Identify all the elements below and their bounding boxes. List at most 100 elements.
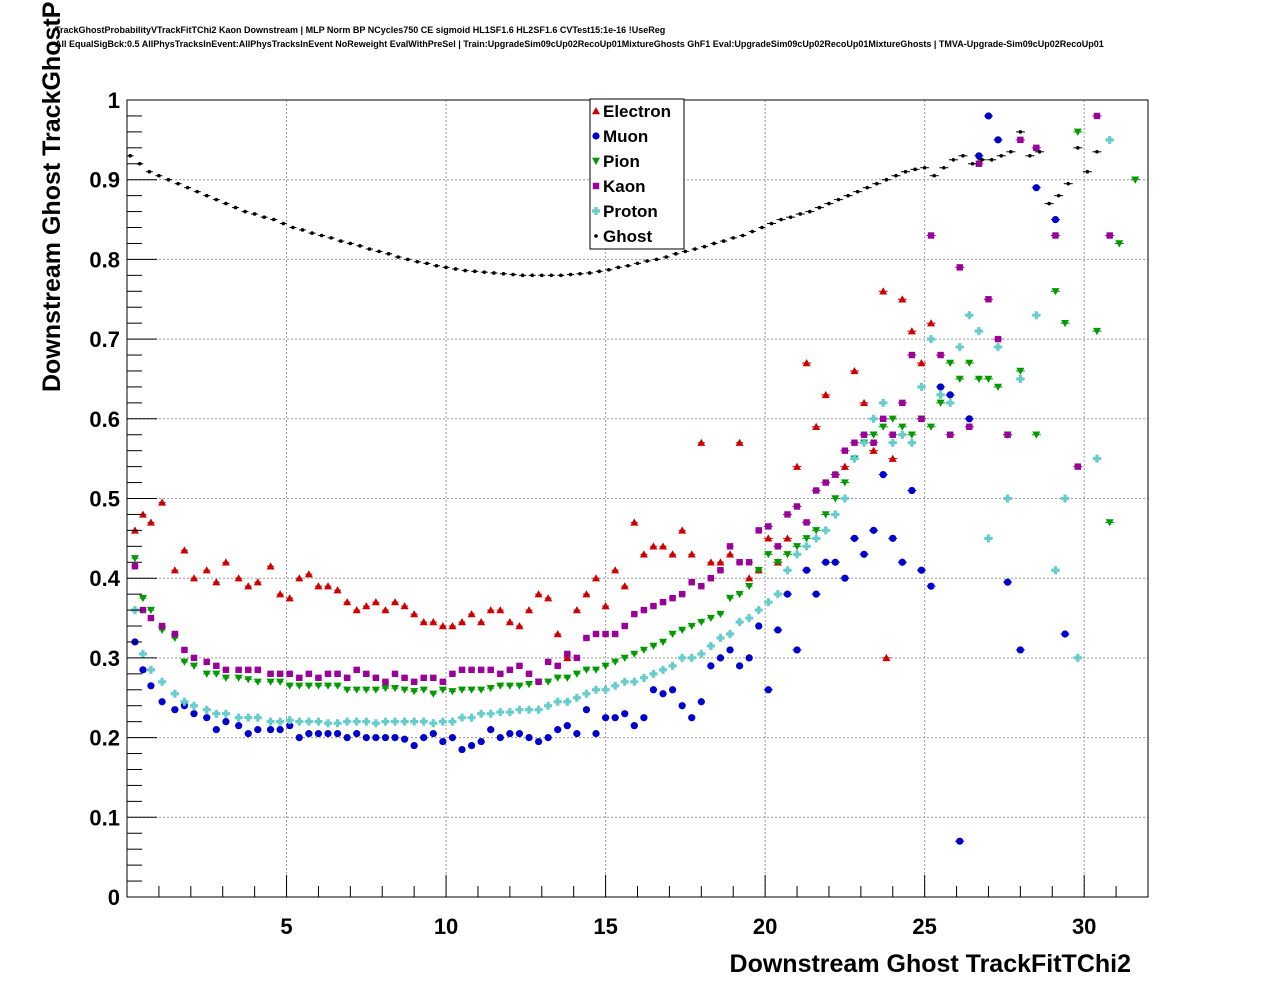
data-point bbox=[212, 709, 221, 718]
data-point bbox=[965, 359, 974, 368]
data-point bbox=[253, 713, 262, 722]
data-point bbox=[899, 399, 906, 407]
data-point bbox=[333, 586, 342, 594]
data-point bbox=[338, 239, 343, 243]
data-point bbox=[448, 734, 457, 742]
data-point bbox=[262, 215, 266, 219]
data-point bbox=[1085, 169, 1090, 174]
data-point bbox=[860, 431, 868, 438]
data-point bbox=[525, 606, 534, 614]
data-point bbox=[706, 641, 715, 650]
data-point bbox=[171, 706, 179, 714]
series-electron bbox=[130, 287, 936, 662]
data-point bbox=[773, 590, 782, 599]
data-point bbox=[146, 665, 155, 674]
data-point bbox=[1033, 144, 1040, 152]
data-point bbox=[918, 415, 925, 422]
data-point bbox=[812, 422, 821, 430]
data-point bbox=[793, 543, 802, 551]
data-point bbox=[343, 674, 351, 682]
data-point bbox=[850, 534, 859, 542]
data-point bbox=[515, 682, 524, 690]
data-point bbox=[505, 618, 514, 626]
data-point bbox=[438, 622, 447, 630]
data-point bbox=[793, 646, 801, 654]
data-point bbox=[310, 231, 314, 235]
data-point bbox=[362, 734, 370, 742]
data-point bbox=[783, 590, 792, 598]
data-point bbox=[985, 296, 992, 303]
data-point bbox=[515, 705, 524, 714]
data-point bbox=[640, 606, 648, 614]
data-point bbox=[726, 646, 734, 654]
data-point bbox=[717, 567, 724, 574]
legend-entry-kaon: Kaon bbox=[603, 177, 646, 196]
data-point bbox=[128, 153, 132, 158]
x-tick-label: 5 bbox=[280, 914, 292, 939]
data-point bbox=[602, 630, 609, 638]
data-point bbox=[572, 670, 581, 678]
series-layer bbox=[126, 112, 1140, 845]
data-point bbox=[554, 662, 561, 670]
data-point bbox=[582, 666, 591, 674]
data-point bbox=[999, 153, 1004, 158]
data-point bbox=[492, 271, 496, 275]
data-point bbox=[467, 686, 476, 694]
data-point bbox=[898, 558, 906, 566]
data-point bbox=[620, 654, 629, 662]
data-point bbox=[180, 546, 189, 554]
data-point bbox=[535, 678, 542, 686]
data-point bbox=[420, 674, 427, 682]
data-point bbox=[659, 665, 668, 674]
data-point bbox=[286, 670, 293, 678]
data-point bbox=[821, 511, 830, 519]
data-point bbox=[544, 594, 553, 602]
data-point bbox=[295, 734, 303, 742]
data-point bbox=[678, 653, 687, 662]
data-point bbox=[295, 717, 304, 726]
data-point bbox=[697, 698, 705, 706]
data-point bbox=[669, 594, 676, 602]
data-point bbox=[1017, 136, 1024, 144]
data-point bbox=[860, 438, 869, 447]
data-point bbox=[840, 462, 849, 470]
data-point bbox=[798, 212, 803, 216]
data-point bbox=[266, 717, 275, 726]
data-point bbox=[879, 398, 888, 407]
y-tick-label: 0.7 bbox=[89, 327, 120, 352]
legend-entry-electron: Electron bbox=[603, 102, 671, 121]
data-point bbox=[698, 582, 705, 590]
data-point bbox=[802, 359, 811, 367]
data-point bbox=[1076, 146, 1080, 150]
data-point bbox=[195, 189, 199, 194]
data-point bbox=[212, 578, 221, 586]
data-point bbox=[381, 734, 390, 742]
data-point bbox=[817, 205, 822, 210]
data-point bbox=[640, 714, 648, 722]
data-point bbox=[735, 618, 744, 627]
data-point bbox=[267, 670, 274, 678]
data-point bbox=[534, 737, 543, 746]
data-point bbox=[693, 247, 697, 251]
y-tick-label: 0.6 bbox=[89, 407, 120, 432]
data-point bbox=[764, 534, 773, 542]
data-point bbox=[994, 136, 1002, 144]
data-point bbox=[367, 247, 372, 251]
data-point bbox=[525, 681, 534, 689]
data-point bbox=[870, 526, 878, 534]
data-point bbox=[170, 566, 179, 574]
data-point bbox=[793, 550, 802, 559]
data-point bbox=[477, 737, 485, 746]
chart-title-line2: All EqualSigBck:0.5 AllPhysTracksInEvent… bbox=[55, 39, 1104, 49]
data-point bbox=[1106, 232, 1113, 239]
data-point bbox=[702, 244, 707, 249]
data-point bbox=[563, 653, 572, 662]
data-point bbox=[597, 269, 602, 274]
data-point bbox=[601, 685, 610, 694]
data-point bbox=[497, 670, 504, 678]
data-point bbox=[190, 710, 198, 718]
data-point bbox=[678, 526, 687, 534]
data-point bbox=[984, 534, 993, 543]
data-point bbox=[438, 686, 447, 694]
